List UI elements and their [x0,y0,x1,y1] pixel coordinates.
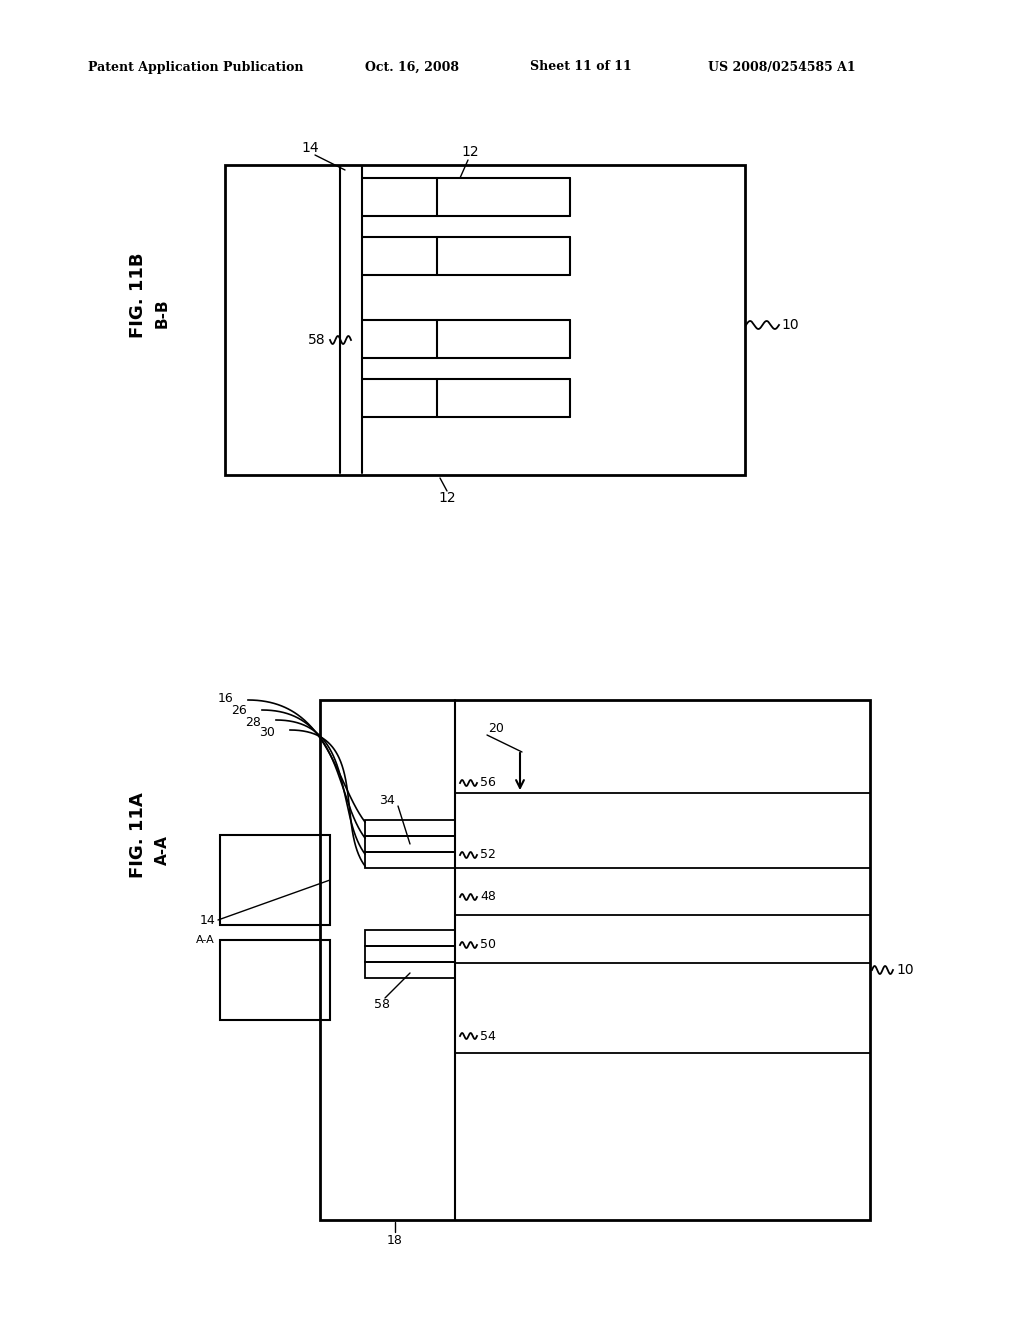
Text: 10: 10 [896,964,913,977]
Text: 10: 10 [781,318,799,333]
Bar [220,836,330,925]
Text: 48: 48 [480,891,496,903]
Text: 58: 58 [308,333,326,347]
Text: 52: 52 [480,849,496,862]
Text: 16: 16 [217,692,233,705]
Text: B-B: B-B [155,298,170,327]
Bar [225,165,745,475]
Bar [365,946,455,962]
Text: 50: 50 [480,939,496,952]
Text: A-A: A-A [155,836,170,865]
Bar [220,940,330,1020]
Text: 30: 30 [259,726,275,739]
Text: 58: 58 [374,998,390,1011]
Text: 28: 28 [245,715,261,729]
Bar [365,836,455,851]
Text: 14: 14 [200,913,215,927]
Text: A-A: A-A [197,935,215,945]
Text: FIG. 11B: FIG. 11B [129,252,147,338]
Text: US 2008/0254585 A1: US 2008/0254585 A1 [708,61,856,74]
Bar [365,851,455,869]
Bar [365,931,455,946]
Text: 14: 14 [301,141,318,154]
Text: Oct. 16, 2008: Oct. 16, 2008 [365,61,459,74]
Text: 12: 12 [438,491,456,506]
Text: 56: 56 [480,776,496,789]
Text: 18: 18 [387,1233,402,1246]
Bar [365,962,455,978]
Bar [319,700,870,1220]
Text: 20: 20 [488,722,504,734]
Text: Sheet 11 of 11: Sheet 11 of 11 [530,61,632,74]
Bar [365,820,455,836]
Text: 12: 12 [461,145,479,158]
Text: 34: 34 [379,793,395,807]
Text: FIG. 11A: FIG. 11A [129,792,147,878]
Text: 26: 26 [231,704,247,717]
Text: Patent Application Publication: Patent Application Publication [88,61,303,74]
Text: 54: 54 [480,1030,496,1043]
